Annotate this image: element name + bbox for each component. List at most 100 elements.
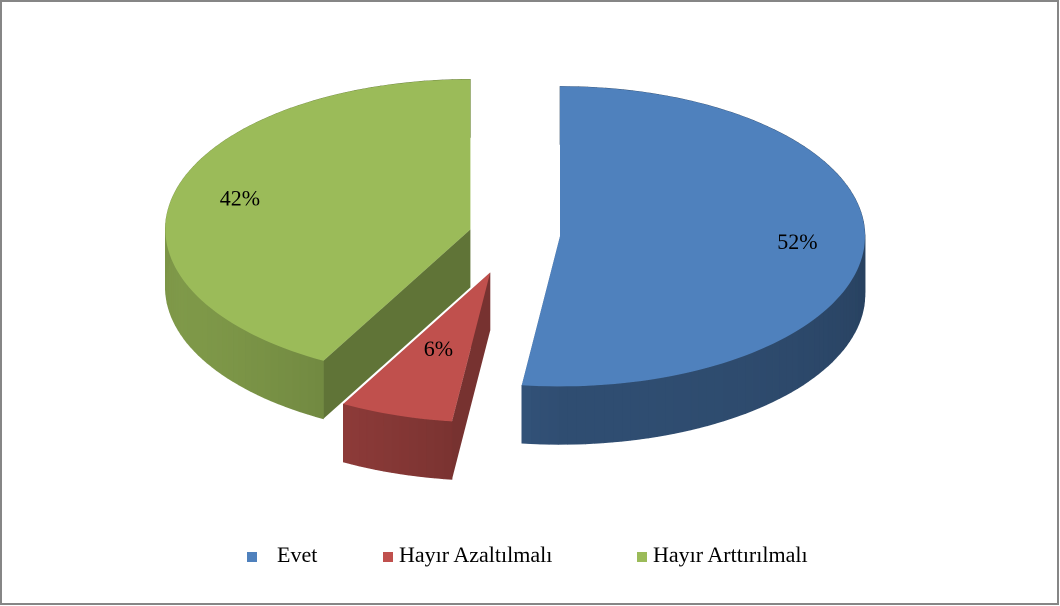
legend-label: Evet	[277, 542, 317, 567]
slice-side	[350, 405, 360, 467]
slice-side	[177, 270, 181, 336]
slice-side	[612, 382, 623, 443]
slice-side	[791, 329, 799, 393]
slice-side	[342, 403, 352, 465]
slice-side	[818, 311, 824, 375]
slice-side	[374, 411, 384, 472]
slice-side	[846, 282, 851, 347]
slice-side	[594, 384, 605, 444]
slice-side	[366, 409, 376, 470]
slice-side	[383, 412, 393, 473]
slice-side	[539, 385, 550, 445]
slice-side	[585, 385, 596, 445]
slice-side	[250, 333, 258, 396]
slice-side	[843, 286, 848, 351]
slice-side	[752, 349, 760, 412]
slice-side	[425, 418, 435, 479]
slice-side	[690, 369, 700, 431]
slice-side	[323, 229, 471, 419]
slice-side	[232, 322, 239, 386]
slice	[521, 86, 865, 387]
slice-side	[408, 416, 418, 477]
slice-side	[576, 385, 586, 445]
slice-side	[698, 367, 708, 429]
data-label: 42%	[220, 185, 260, 210]
slice-side	[557, 385, 568, 445]
slice	[165, 79, 471, 361]
slice-side	[630, 380, 640, 441]
slice	[342, 272, 491, 480]
slice-side	[197, 296, 203, 360]
slice-side	[849, 277, 853, 343]
slice-side	[358, 407, 368, 469]
slice-side	[434, 419, 444, 480]
slice-side	[521, 384, 532, 445]
legend-label: Hayır Arttırılmalı	[653, 542, 808, 567]
slice-side	[190, 288, 195, 352]
slice-side	[854, 270, 858, 333]
slice-side	[766, 343, 774, 406]
slice-side	[808, 318, 815, 382]
slice-side	[270, 342, 279, 405]
slice-side	[682, 371, 692, 433]
slice-side	[639, 379, 649, 440]
slice-side	[299, 353, 309, 415]
slice-side	[442, 420, 453, 480]
slice-side	[206, 304, 212, 368]
slice-side	[827, 303, 833, 367]
slice-side	[173, 263, 176, 326]
slice-side	[567, 385, 577, 445]
slice-side	[772, 340, 780, 403]
slice-side	[211, 308, 217, 372]
legend-swatch	[383, 552, 393, 562]
legend-label: Hayır Azaltılmalı	[399, 542, 552, 567]
slice-side	[202, 300, 208, 364]
slice-side	[292, 350, 301, 413]
slice-side	[180, 275, 184, 340]
legend-swatch	[247, 552, 257, 562]
slice-side	[186, 283, 191, 348]
slice-side	[548, 385, 559, 445]
slice-side	[226, 319, 234, 383]
slice-side	[852, 273, 856, 339]
slice-side	[530, 385, 541, 445]
slice-side	[665, 375, 675, 436]
slice-side	[714, 362, 724, 424]
slice	[521, 86, 866, 445]
slice-side	[759, 346, 767, 409]
slice-side	[797, 326, 804, 389]
slice-side	[730, 357, 739, 420]
slice-side	[779, 336, 787, 399]
slice-side	[193, 292, 199, 356]
slice-side	[831, 299, 837, 363]
slice-side	[823, 307, 829, 371]
slice-side	[813, 315, 820, 379]
slice-side	[307, 355, 316, 418]
slice-side	[399, 415, 409, 476]
slice-side	[238, 326, 246, 389]
slice-side	[722, 360, 731, 422]
slice-side	[277, 345, 286, 407]
slice-side	[263, 339, 272, 402]
slice	[343, 272, 491, 422]
slice-side	[785, 333, 793, 396]
slice-side	[673, 373, 683, 434]
data-label: 6%	[424, 336, 453, 361]
slice-side	[284, 348, 293, 410]
slice-side	[656, 376, 667, 437]
slice-side	[737, 355, 746, 417]
slice	[165, 79, 471, 420]
slice-side	[216, 312, 223, 375]
slice-side	[603, 383, 614, 444]
slice-side	[175, 266, 179, 332]
slice-side	[706, 365, 716, 427]
slice-side	[183, 279, 188, 344]
slice-side	[221, 315, 228, 379]
slice-side	[391, 414, 401, 475]
slice-side	[648, 378, 658, 439]
slice-side	[745, 352, 753, 414]
slice-side	[802, 322, 810, 386]
slice-side	[257, 336, 265, 399]
